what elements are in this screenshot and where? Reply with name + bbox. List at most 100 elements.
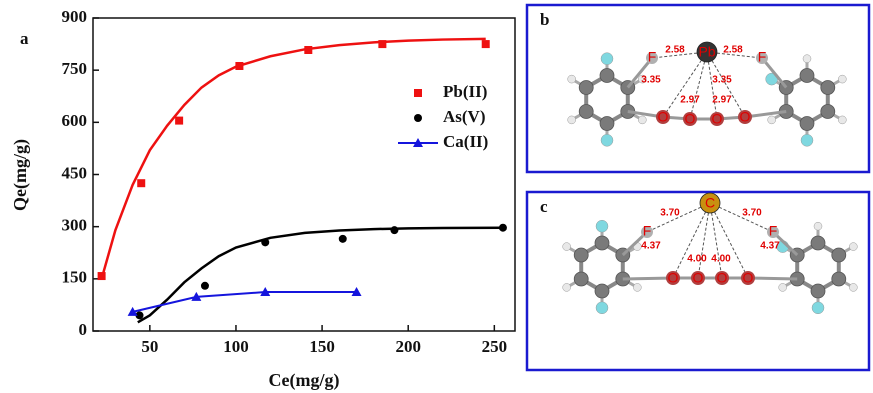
fluorine (601, 134, 613, 146)
carbon (821, 81, 835, 95)
atom-label: F (769, 223, 778, 239)
legend-marker (414, 89, 422, 97)
hydrogen (768, 116, 776, 124)
atom-label: F (648, 49, 657, 65)
legend-label: As(V) (443, 107, 486, 126)
hydrogen (633, 283, 641, 291)
panel-label: a (20, 29, 29, 48)
atom-label: O (668, 270, 679, 286)
hydrogen (838, 75, 846, 83)
data-point (339, 235, 347, 243)
atom-label: O (693, 270, 704, 286)
atom-label: O (743, 270, 754, 286)
hydrogen (568, 75, 576, 83)
distance-label: 4.00 (711, 254, 731, 265)
distance-label: 4.00 (687, 254, 707, 265)
y-tick-label: 450 (62, 163, 88, 182)
fluorine (596, 220, 608, 232)
legend-label: Pb(II) (443, 82, 487, 101)
data-point (499, 224, 507, 232)
hydrogen (814, 222, 822, 230)
data-point (175, 117, 183, 125)
atom-label: O (712, 111, 723, 127)
hydrogen (568, 116, 576, 124)
atom-label: O (717, 270, 728, 286)
data-point (235, 62, 243, 70)
fluorine (596, 302, 608, 314)
data-point (261, 238, 269, 246)
x-tick-label: 250 (482, 337, 508, 356)
distance-label: 3.35 (641, 75, 661, 86)
figure: a Ce(mg/g) Qe(mg/g) 0 150 300 450 600 750 900 5… (0, 0, 873, 393)
carbon (579, 81, 593, 95)
fluorine (601, 53, 613, 65)
carbon (811, 284, 825, 298)
carbon (595, 236, 609, 250)
x-tick-label: 100 (223, 337, 249, 356)
bond (748, 278, 797, 279)
plot-frame (93, 18, 515, 331)
hydrogen (779, 283, 787, 291)
data-point (304, 46, 312, 54)
metal-label: Pb (698, 44, 715, 60)
molecule (563, 193, 858, 314)
carbon (800, 69, 814, 83)
legend-label: Ca(II) (443, 132, 488, 151)
atom-label: O (658, 109, 669, 125)
fluorine (801, 134, 813, 146)
legend-marker (414, 114, 422, 122)
carbon (832, 248, 846, 262)
data-point (390, 226, 398, 234)
y-tick-label: 150 (62, 268, 88, 287)
carbon (595, 284, 609, 298)
y-tick-label: 750 (62, 59, 88, 78)
atom-label: F (643, 223, 652, 239)
y-tick-label: 900 (62, 7, 88, 26)
carbon (811, 236, 825, 250)
data-point (482, 40, 490, 48)
y-axis-title: Qe(mg/g) (10, 139, 31, 211)
carbon (579, 105, 593, 119)
x-tick-label: 200 (395, 337, 421, 356)
data-point (98, 272, 106, 280)
y-tick-label: 600 (62, 111, 88, 130)
hydrogen (803, 55, 811, 63)
data-point (137, 179, 145, 187)
distance-label: 2.58 (665, 45, 685, 56)
y-tick-label: 0 (79, 320, 88, 339)
carbon (600, 69, 614, 83)
contact (663, 52, 707, 117)
distance-label: 2.97 (680, 95, 700, 106)
x-axis-title: Ce(mg/g) (269, 370, 340, 391)
fluorine (812, 302, 824, 314)
data-point (201, 282, 209, 290)
y-tick-label: 300 (62, 216, 88, 235)
carbon (821, 105, 835, 119)
metal-label: C (705, 195, 715, 211)
panel-label: c (540, 197, 548, 216)
distance-label: 4.37 (760, 241, 780, 252)
distance-label: 3.35 (712, 75, 732, 86)
distance-label: 3.70 (660, 208, 680, 219)
hydrogen (849, 283, 857, 291)
x-tick-label: 150 (309, 337, 335, 356)
carbon (832, 272, 846, 286)
hydrogen (838, 116, 846, 124)
panel-label: b (540, 10, 549, 29)
fit-curve (138, 228, 503, 323)
hydrogen (563, 243, 571, 251)
distance-label: 2.97 (712, 95, 732, 106)
distance-label: 4.37 (641, 241, 661, 252)
carbon (574, 272, 588, 286)
atom-label: O (740, 109, 751, 125)
fit-curve (102, 39, 486, 279)
distance-label: 3.70 (742, 208, 762, 219)
hydrogen (849, 243, 857, 251)
carbon (600, 117, 614, 131)
carbon (574, 248, 588, 262)
atom-label: O (685, 111, 696, 127)
data-point (378, 40, 386, 48)
atom-label: F (758, 49, 767, 65)
x-tick-label: 50 (141, 337, 158, 356)
carbon (800, 117, 814, 131)
